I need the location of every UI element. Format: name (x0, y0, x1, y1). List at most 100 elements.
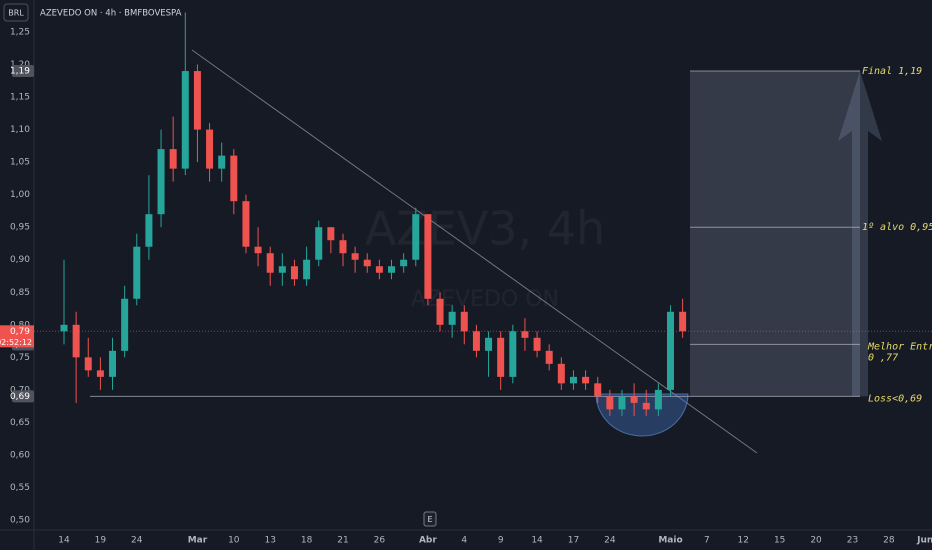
watermark: AZEV3, 4h AZEVEDO ON (365, 202, 605, 313)
price-label-box (12, 65, 34, 78)
candle-body (630, 396, 638, 403)
price-label-box (12, 390, 34, 403)
currency-box[interactable] (3, 3, 29, 22)
candle-body (60, 324, 68, 332)
y-tick-label: 0,80 (10, 320, 30, 330)
candle-body (278, 266, 286, 273)
watermark-symbol: AZEV3, 4h (365, 202, 605, 256)
candle-body (327, 227, 335, 241)
y-tick-label: 1,15 (10, 93, 30, 103)
x-tick-label: 12 (738, 536, 749, 546)
candle-body (242, 201, 250, 247)
price-label: 1,19 (10, 67, 30, 77)
y-tick-label: 0,60 (10, 450, 30, 460)
x-tick-label: 21 (337, 536, 348, 546)
candle-body (96, 370, 104, 377)
candle-body (266, 253, 274, 273)
y-tick-label: 1,05 (10, 158, 30, 168)
candle-body (667, 311, 674, 390)
candle-body (545, 350, 553, 364)
x-tick-label: 7 (704, 536, 710, 546)
trend-line (191, 49, 758, 454)
candle-body (84, 357, 92, 371)
candle-body (472, 331, 480, 351)
candle-body (485, 337, 493, 351)
candle-body (424, 214, 432, 299)
candle-body (339, 240, 347, 254)
countdown: 02:52:12 (0, 338, 32, 347)
x-tick-label: 24 (131, 536, 143, 546)
candle-body (157, 149, 165, 215)
candle-body (509, 331, 517, 377)
candle-body (400, 259, 408, 267)
candle-body (412, 214, 420, 260)
x-tick-label: 17 (568, 536, 579, 546)
y-tick-label: 0,55 (10, 483, 30, 493)
y-tick-label: 1,00 (10, 190, 30, 200)
x-tick-label: 26 (374, 536, 386, 546)
candle-body (582, 376, 590, 384)
annotation-label: 1º alvo 0,95 (862, 222, 932, 233)
x-tick-label: 18 (301, 536, 313, 546)
x-tick-label: Abr (419, 536, 437, 546)
y-tick-label: 0,65 (10, 418, 30, 428)
x-tick-label: 15 (774, 536, 785, 546)
candle-body (388, 266, 396, 273)
x-tick-label: 23 (847, 536, 858, 546)
y-tick-label: 1,10 (10, 125, 30, 135)
x-tick-label: 24 (604, 536, 616, 546)
last-price-label: 0,79 (10, 327, 30, 337)
candle-body (448, 311, 456, 325)
candle-body (594, 383, 602, 397)
x-tick-label: 4 (461, 536, 467, 546)
candle-body (303, 259, 311, 280)
candle-body (121, 298, 129, 351)
candle-body (145, 214, 153, 247)
plot: 0,50 0,55 0,60 0,65 0,70 0,75 0,80 0,85 0,90 0,95… (0, 12, 932, 546)
candle-body (351, 253, 359, 260)
candle-body (133, 246, 141, 299)
last-price-box (0, 325, 34, 348)
candle-body (618, 396, 626, 410)
x-tick-label: 20 (810, 536, 822, 546)
candle-body (230, 155, 238, 202)
candle-body (290, 266, 298, 280)
x-tick-label: 14 (531, 536, 543, 546)
candle-body (533, 337, 541, 351)
candle-body (181, 71, 189, 169)
candle-body (436, 298, 444, 325)
x-tick-label: 9 (498, 536, 504, 546)
annotation-label: Loss<0,69 (868, 393, 922, 404)
candle-body (254, 246, 262, 254)
x-tick-label: 14 (58, 536, 70, 546)
candle-body (642, 402, 650, 410)
y-tick-label: 0,50 (10, 516, 30, 526)
y-tick-label: 1,25 (10, 28, 30, 38)
x-tick-label: 10 (228, 536, 240, 546)
candle-body (654, 389, 662, 410)
y-tick-label: 0,75 (10, 353, 30, 363)
x-tick-label: Maio (658, 536, 682, 546)
candle-body (218, 155, 226, 169)
candle-body (206, 129, 214, 169)
currency: BRL (8, 9, 24, 18)
annotation-label: Melhor Entrada (867, 341, 932, 352)
candle-body (606, 396, 614, 410)
event-marker-box[interactable] (423, 511, 437, 527)
target-arrow (838, 71, 882, 397)
event-marker: E (427, 515, 432, 524)
watermark-name: AZEVEDO ON (411, 287, 559, 312)
candle-body (497, 337, 505, 377)
candle-body (169, 149, 177, 169)
candle-body (460, 311, 468, 332)
candle-body (315, 227, 323, 260)
annotation-label: Final 1,19 (862, 66, 922, 77)
x-tick-label: Mar (188, 536, 208, 546)
candle-body (521, 331, 529, 338)
y-tick-label: 0,70 (10, 385, 30, 395)
y-tick-label: 0,85 (10, 288, 30, 298)
x-tick-label: 19 (95, 536, 107, 546)
annotation-sublabel: 0 ,77 (868, 352, 898, 363)
